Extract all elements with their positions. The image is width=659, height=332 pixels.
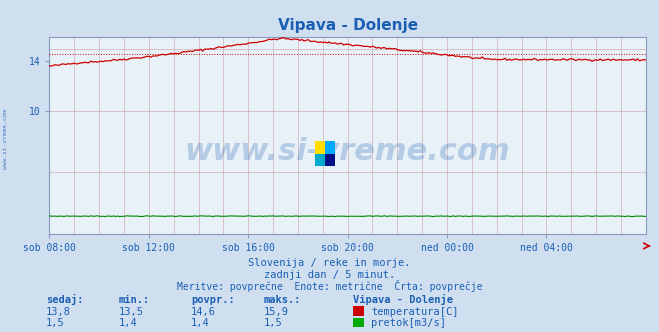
Text: povpr.:: povpr.: — [191, 295, 235, 305]
Text: 13,5: 13,5 — [119, 307, 144, 317]
Text: 1,5: 1,5 — [46, 318, 65, 328]
Bar — [315, 153, 325, 166]
Text: 13,8: 13,8 — [46, 307, 71, 317]
Text: Slovenija / reke in morje.: Slovenija / reke in morje. — [248, 258, 411, 268]
Text: 1,4: 1,4 — [191, 318, 210, 328]
Bar — [315, 141, 325, 153]
Text: maks.:: maks.: — [264, 295, 301, 305]
Text: 14,6: 14,6 — [191, 307, 216, 317]
Text: Vipava - Dolenje: Vipava - Dolenje — [353, 294, 453, 305]
Bar — [325, 141, 335, 153]
Text: Meritve: povprečne  Enote: metrične  Črta: povprečje: Meritve: povprečne Enote: metrične Črta:… — [177, 280, 482, 291]
Text: 1,5: 1,5 — [264, 318, 282, 328]
Bar — [325, 153, 335, 166]
Text: sedaj:: sedaj: — [46, 294, 84, 305]
Text: 1,4: 1,4 — [119, 318, 137, 328]
Text: min.:: min.: — [119, 295, 150, 305]
Text: 15,9: 15,9 — [264, 307, 289, 317]
Text: www.si-vreme.com: www.si-vreme.com — [3, 110, 9, 169]
Text: temperatura[C]: temperatura[C] — [371, 307, 459, 317]
Title: Vipava - Dolenje: Vipava - Dolenje — [277, 18, 418, 33]
Text: www.si-vreme.com: www.si-vreme.com — [185, 136, 511, 166]
Text: pretok[m3/s]: pretok[m3/s] — [371, 318, 446, 328]
Text: zadnji dan / 5 minut.: zadnji dan / 5 minut. — [264, 270, 395, 280]
